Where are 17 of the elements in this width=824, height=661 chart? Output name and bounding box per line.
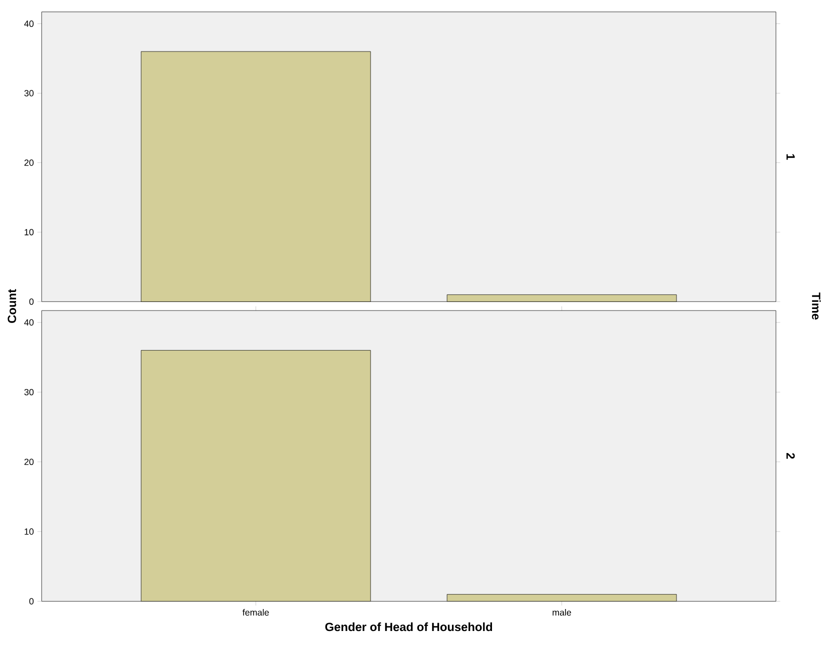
y-tick-label: 20 (24, 458, 34, 466)
y-tick-label: 30 (24, 90, 34, 96)
y-tick-label: 30 (24, 389, 34, 396)
y2-axis-title: 2 (786, 453, 795, 459)
y-tick-label: 20 (24, 160, 34, 166)
y2-axis-title: 1 (786, 154, 795, 160)
text: Time (812, 292, 821, 320)
y-axis-title: Count (8, 289, 16, 323)
y-tick-label: 40 (24, 319, 34, 326)
y-tick-label: 40 (24, 20, 34, 27)
y-tick-label: 10 (24, 229, 34, 236)
x-axis-title: Gender of Head of Household (325, 622, 492, 632)
y-tick-label: 0 (29, 298, 34, 305)
x-tick-label: male (552, 609, 572, 616)
y-tick-label: 10 (24, 528, 34, 535)
x-tick-label: female (242, 609, 269, 616)
y-tick-label: 0 (29, 598, 34, 605)
